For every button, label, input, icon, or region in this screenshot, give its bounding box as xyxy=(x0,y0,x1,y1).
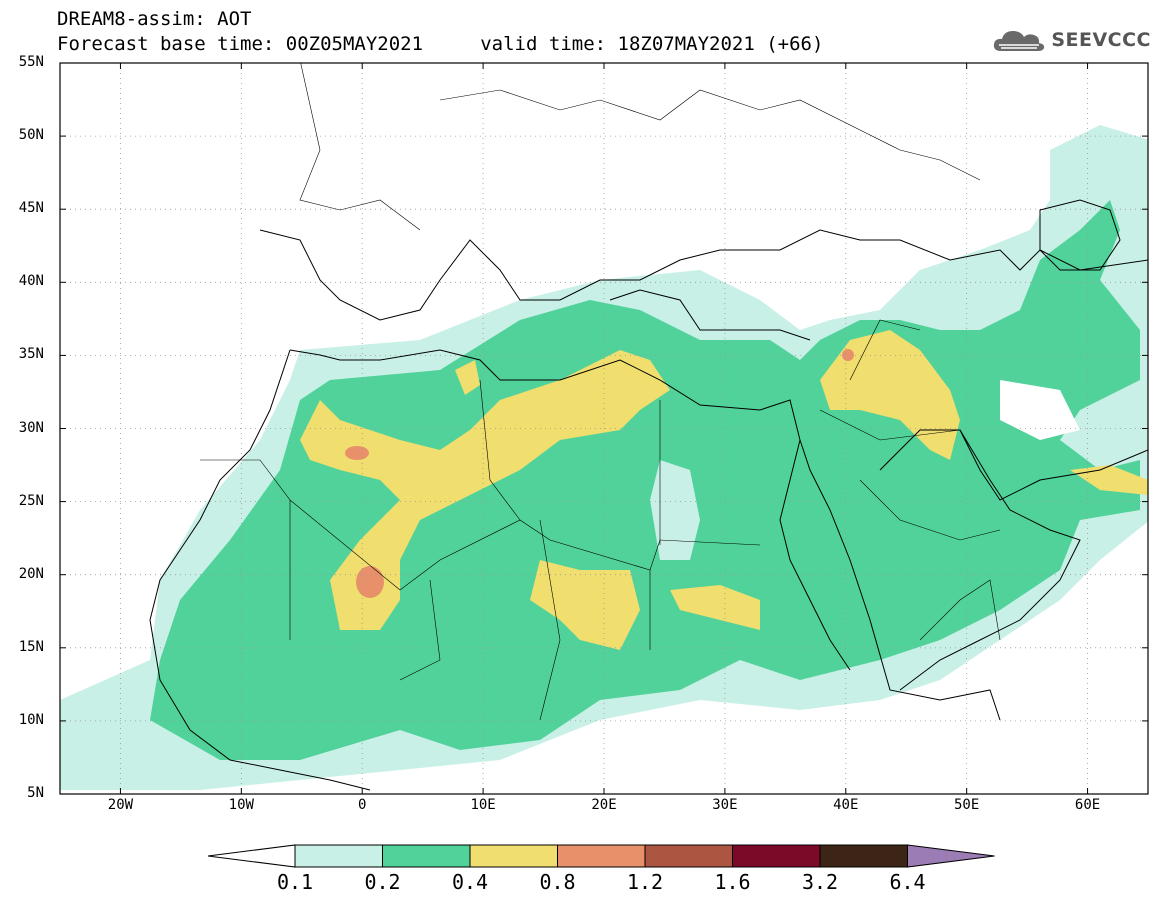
colorbar-label: 1.2 xyxy=(626,870,664,894)
lat-label: 20N xyxy=(18,565,44,582)
seevccc-logo: SEEVCCC xyxy=(991,22,1151,58)
lat-label: 30N xyxy=(18,419,44,436)
colorbar-swatch xyxy=(557,844,646,868)
colorbar-label: 6.4 xyxy=(889,870,926,894)
coastlines xyxy=(149,199,1148,791)
lat-label: 45N xyxy=(18,200,44,217)
lon-label: 20E xyxy=(591,797,617,813)
lat-label: 35N xyxy=(18,346,44,363)
aot-field xyxy=(60,125,1148,790)
colorbar-label: 1.6 xyxy=(714,870,751,894)
graticule xyxy=(60,63,1148,794)
aot-level-0.8 xyxy=(356,566,384,598)
title-line-2: Forecast base time: 00Z05MAY2021 valid t… xyxy=(57,33,824,55)
colorbar-label: 3.2 xyxy=(801,870,839,894)
colorbar-label: 0.1 xyxy=(276,870,314,894)
lat-label: 5N xyxy=(27,785,44,801)
lat-label: 55N xyxy=(18,54,44,70)
colorbar-label: 0.2 xyxy=(364,870,401,894)
lat-label: 25N xyxy=(18,492,44,509)
lon-label: 40E xyxy=(833,797,859,813)
colorbar-low-triangle xyxy=(207,844,296,868)
lon-label: 10W xyxy=(228,797,254,813)
colorbar-label: 0.4 xyxy=(451,870,489,894)
colorbar-high-triangle xyxy=(907,844,995,868)
lon-label: 50E xyxy=(954,797,980,813)
lon-label: 0 xyxy=(358,797,367,813)
lat-label: 40N xyxy=(18,273,44,290)
colorbar-swatch xyxy=(469,844,558,868)
lat-label: 10N xyxy=(18,711,44,728)
logo-text: SEEVCCC xyxy=(1051,29,1151,51)
colorbar-swatch xyxy=(644,844,733,868)
lat-label: 50N xyxy=(18,127,44,144)
colorbar-swatch xyxy=(382,844,471,868)
lon-label: 30E xyxy=(712,797,738,813)
borders xyxy=(200,63,1001,721)
colorbar-label: 0.8 xyxy=(539,870,576,894)
title-line-1: DREAM8-assim: AOT xyxy=(57,8,252,30)
axis-ticks xyxy=(60,62,1148,795)
lat-label: 15N xyxy=(18,638,44,655)
cloud-icon xyxy=(994,31,1045,51)
colorbar xyxy=(207,844,995,868)
lon-label: 10E xyxy=(470,797,496,813)
colorbar-swatch xyxy=(732,844,821,868)
colorbar-swatch xyxy=(819,844,908,868)
lon-label: 20W xyxy=(107,797,134,813)
aot-level-0.4 xyxy=(300,350,670,630)
colorbar-swatch xyxy=(294,844,383,868)
lon-label: 60E xyxy=(1074,797,1101,813)
